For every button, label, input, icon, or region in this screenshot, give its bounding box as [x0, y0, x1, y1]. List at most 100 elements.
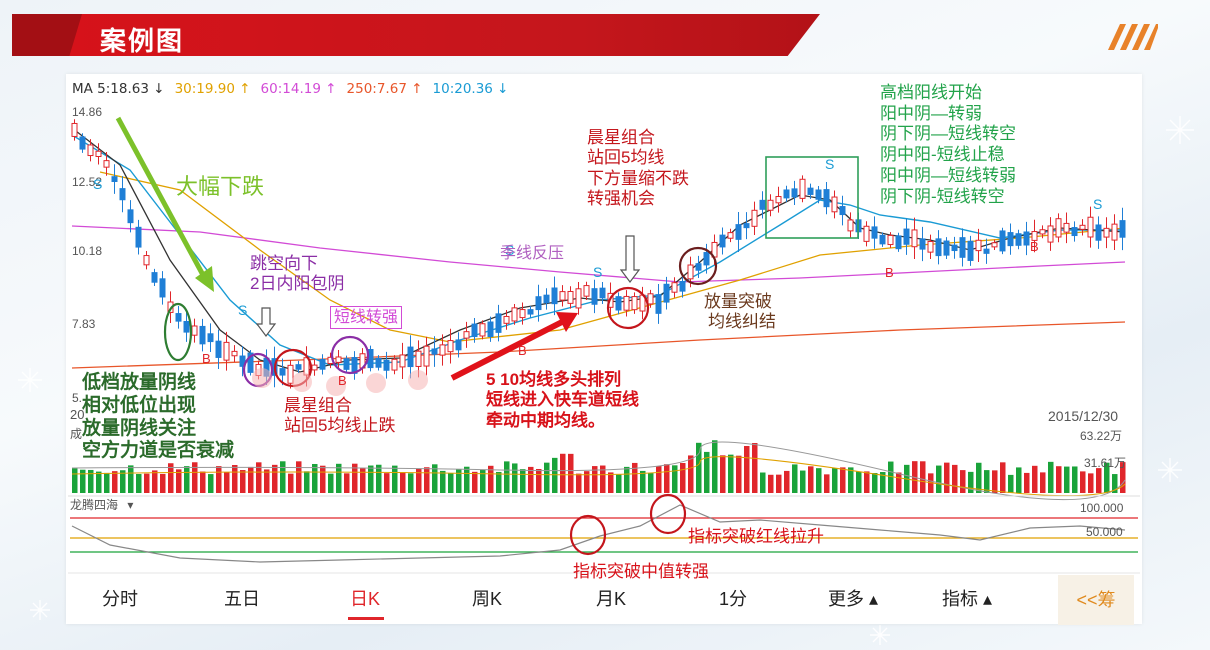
candle-body	[1031, 231, 1038, 241]
candle-body	[983, 248, 990, 254]
volume-bar	[344, 473, 350, 493]
candle-body	[847, 219, 854, 232]
candle-body	[463, 331, 470, 339]
candle-body	[1055, 218, 1062, 238]
volume-bar	[264, 469, 270, 493]
volume-bar	[528, 466, 534, 493]
annotation-arrow	[450, 319, 564, 381]
candle-body	[759, 199, 766, 210]
buy-marker: B	[202, 351, 211, 366]
candle-body	[903, 228, 910, 245]
candle-body	[871, 226, 878, 239]
ma-legend-item: 10:20.36 ↓	[432, 81, 509, 97]
sell-marker: S	[93, 176, 103, 192]
annotation-morning-star-low: 晨星组合 站回5均线止跌	[284, 396, 396, 436]
volume-bar	[496, 471, 502, 493]
indicator-name[interactable]: 龙腾四海 ▾	[70, 498, 133, 513]
volume-bar	[728, 454, 734, 493]
candle-body	[767, 199, 774, 211]
candle-body	[1079, 224, 1086, 230]
volume-bar	[336, 463, 342, 493]
volume-bar	[200, 471, 206, 493]
volume-bar	[480, 470, 486, 493]
volume-bar	[536, 468, 542, 493]
annotation-arrow-head	[556, 312, 578, 332]
volume-bar	[208, 474, 214, 493]
annotation-dot	[326, 376, 346, 396]
candle-body	[159, 278, 166, 298]
candle-body	[431, 348, 438, 355]
annotation-volume-break: 放量突破 均线纠结	[704, 292, 776, 332]
chip-button[interactable]: <<筹	[1058, 575, 1134, 625]
volume-bar	[328, 473, 334, 493]
candle-body	[527, 309, 534, 315]
volume-bar	[192, 462, 198, 493]
candle-body	[911, 229, 918, 248]
volume-bar	[1112, 474, 1118, 493]
ma250-line	[71, 321, 1126, 369]
volume-bar	[584, 471, 590, 493]
tab-indicator[interactable]: 指标 ▴	[942, 589, 993, 609]
annotation-circle	[649, 493, 687, 535]
candle-body	[71, 122, 78, 137]
sell-marker: S	[1093, 196, 1103, 212]
volume-bar	[512, 463, 518, 493]
candle-body	[791, 188, 798, 198]
candle-body	[447, 340, 454, 353]
volume-bar	[656, 466, 662, 493]
candle-body	[1119, 220, 1126, 238]
candle-body	[223, 341, 230, 361]
tab-five-day[interactable]: 五日	[224, 589, 260, 609]
candle-body	[599, 287, 606, 299]
tab-monthly-k[interactable]: 月K	[596, 589, 627, 609]
candle-body	[927, 241, 934, 253]
tab-timeshare[interactable]: 分时	[102, 589, 138, 609]
candle-body	[975, 239, 982, 252]
candle-body	[311, 364, 318, 371]
ma60-line	[71, 225, 1126, 283]
volume-bar	[792, 464, 798, 493]
volume-bar	[736, 455, 742, 493]
volume-bar	[304, 471, 310, 493]
volume-bar	[936, 465, 942, 493]
volume-bar	[592, 466, 598, 493]
tab-weekly-k[interactable]: 周K	[472, 589, 503, 609]
tab-more[interactable]: 更多 ▴	[828, 589, 879, 609]
candle-body	[391, 358, 398, 371]
volume-bar	[456, 469, 462, 493]
candle-body	[999, 230, 1006, 252]
volume-bar	[632, 462, 638, 493]
volume-bar	[832, 468, 838, 493]
price-label-12: 12.52	[72, 175, 103, 189]
ma-legend-item: MA 5:18.63 ↓	[72, 81, 165, 97]
candle-body	[959, 237, 966, 258]
candle-body	[799, 178, 806, 199]
volume-bar	[920, 461, 926, 493]
volume-bar	[720, 455, 726, 493]
header-banner-accent	[12, 14, 82, 56]
candle-body	[399, 354, 406, 368]
sell-marker: S	[825, 156, 835, 172]
volume-bar	[944, 462, 950, 493]
volume-bar	[1096, 468, 1102, 493]
tab-one-minute[interactable]: 1分	[719, 589, 748, 609]
candle-body	[567, 290, 574, 304]
annotation-gap-down: 跳空向下 2日内阳包阴	[250, 254, 345, 294]
volume-bar	[152, 470, 158, 493]
volume-bar	[648, 473, 654, 493]
candle-body	[591, 288, 598, 305]
buy-marker: B	[885, 265, 894, 280]
candle-body	[287, 364, 294, 384]
candle-body	[1095, 224, 1102, 241]
candle-body	[703, 252, 710, 266]
candle-body	[735, 224, 742, 240]
sell-marker: S	[238, 302, 248, 318]
volume-bar	[768, 474, 774, 493]
candle-body	[583, 285, 590, 297]
candle-body	[495, 313, 502, 333]
volume-bar	[280, 461, 286, 493]
candle-body	[239, 355, 246, 367]
tab-daily-k[interactable]: 日K	[350, 589, 381, 609]
volume-bar	[432, 464, 438, 493]
